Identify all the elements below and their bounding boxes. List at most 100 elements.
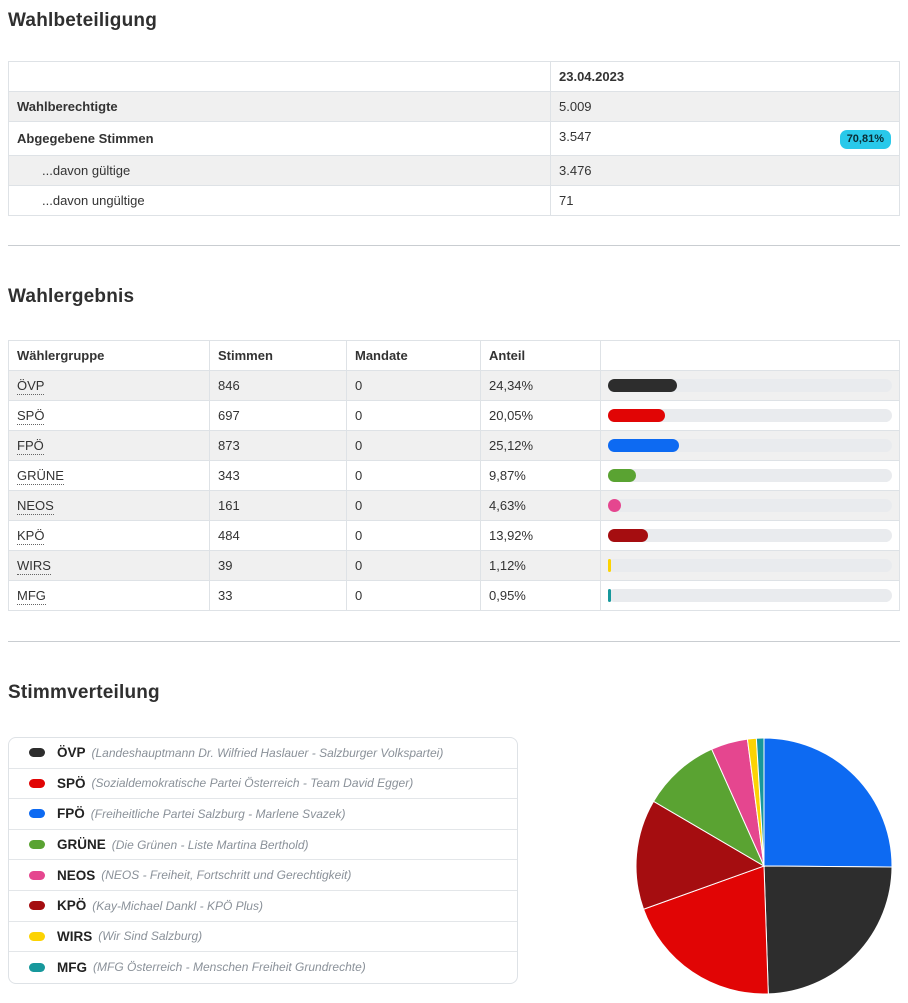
pie-chart — [635, 737, 893, 995]
legend-party-name: WIRS — [57, 928, 93, 944]
turnout-percentage-badge: 70,81% — [839, 129, 891, 149]
pie-slice-mfg — [755, 737, 765, 867]
party-abbr[interactable]: WIRS — [17, 557, 51, 575]
share-bar-track — [608, 469, 892, 482]
pie-slice-grüne — [652, 748, 766, 868]
legend-row: NEOS (NEOS - Freiheit, Fortschritt und Ge… — [9, 860, 517, 891]
turnout-row-label: Abgegebene Stimmen — [8, 121, 551, 156]
party-color-swatch-icon — [29, 809, 45, 819]
legend-party-description: (Freiheitliche Partei Salzburg - Marlene… — [90, 806, 346, 821]
share-bar-track — [608, 499, 892, 512]
pie-slice-kpö — [635, 800, 766, 910]
results-header-waehlergruppe: Wählergruppe — [8, 340, 210, 371]
turnout-row: Abgegebene Stimmen 70,81% 3.547 — [8, 121, 900, 156]
legend-party-description: (Landeshauptmann Dr. Wilfried Haslauer -… — [91, 745, 444, 760]
result-mandate-cell: 0 — [346, 430, 481, 461]
legend-party-name: GRÜNE — [57, 837, 106, 853]
result-bar-cell — [600, 550, 900, 581]
result-stimmen-cell: 697 — [209, 400, 347, 431]
result-anteil-cell: 1,12% — [480, 550, 601, 581]
share-bar-fill — [608, 529, 648, 542]
distribution-section-title: Stimmverteilung — [8, 682, 160, 703]
result-stimmen-cell: 39 — [209, 550, 347, 581]
result-mandate-cell: 0 — [346, 490, 481, 521]
turnout-row-label: ...davon gültige — [8, 155, 551, 186]
legend-party-name: ÖVP — [57, 745, 86, 761]
turnout-row: ...davon ungültige 71 — [8, 185, 900, 216]
result-mandate-cell: 0 — [346, 370, 481, 401]
party-abbr[interactable]: FPÖ — [17, 437, 44, 455]
result-row: FPÖ 873 0 25,12% — [8, 430, 900, 461]
result-anteil-cell: 13,92% — [480, 520, 601, 551]
legend-party-description: (Die Grünen - Liste Martina Berthold) — [111, 837, 309, 852]
result-anteil-cell: 20,05% — [480, 400, 601, 431]
turnout-header-row: 23.04.2023 — [8, 61, 900, 92]
results-header-mandate: Mandate — [346, 340, 481, 371]
legend-row: SPÖ (Sozialdemokratische Partei Österreic… — [9, 769, 517, 800]
legend-row: KPÖ (Kay-Michael Dankl - KPÖ Plus) — [9, 891, 517, 922]
result-anteil-cell: 9,87% — [480, 460, 601, 491]
party-color-swatch-icon — [29, 840, 45, 850]
results-header-bar-column — [600, 340, 900, 371]
result-bar-cell — [600, 520, 900, 551]
turnout-row-value: 5.009 — [550, 91, 900, 122]
result-bar-cell — [600, 460, 900, 491]
share-bar-track — [608, 589, 892, 602]
legend-party-name: MFG — [57, 959, 87, 975]
results-table: Wählergruppe Stimmen Mandate Anteil ÖVP 8… — [8, 340, 900, 611]
party-abbr[interactable]: GRÜNE — [17, 467, 64, 485]
party-color-swatch-icon — [29, 931, 45, 941]
turnout-table: 23.04.2023 Wahlberechtigte 5.009 Abgegeb… — [8, 61, 900, 216]
legend-party-name: NEOS — [57, 867, 96, 883]
party-legend-list: ÖVP (Landeshauptmann Dr. Wilfried Haslaue… — [8, 737, 518, 984]
legend-party-description: (Sozialdemokratische Partei Österreich -… — [91, 776, 414, 791]
party-abbr[interactable]: NEOS — [17, 497, 54, 515]
turnout-row-value: 71 — [550, 185, 900, 216]
result-stimmen-cell: 343 — [209, 460, 347, 491]
result-party-cell: GRÜNE — [8, 460, 210, 491]
result-bar-cell — [600, 580, 900, 611]
turnout-row-label: Wahlberechtigte — [8, 91, 551, 122]
share-bar-track — [608, 409, 892, 422]
share-bar-track — [608, 529, 892, 542]
result-bar-cell — [600, 430, 900, 461]
result-party-cell: KPÖ — [8, 520, 210, 551]
turnout-section-title: Wahlbeteiligung — [8, 10, 158, 31]
result-stimmen-cell: 873 — [209, 430, 347, 461]
result-party-cell: FPÖ — [8, 430, 210, 461]
turnout-row-label: ...davon ungültige — [8, 185, 551, 216]
legend-party-description: (MFG Österreich - Menschen Freiheit Grun… — [93, 960, 366, 975]
legend-row: FPÖ (Freiheitliche Partei Salzburg - Marl… — [9, 799, 517, 830]
result-row: KPÖ 484 0 13,92% — [8, 520, 900, 551]
party-abbr[interactable]: KPÖ — [17, 527, 45, 545]
results-section-title: Wahlergebnis — [8, 286, 135, 307]
legend-row: ÖVP (Landeshauptmann Dr. Wilfried Haslaue… — [9, 738, 517, 769]
result-row: MFG 33 0 0,95% — [8, 580, 900, 611]
result-anteil-cell: 0,95% — [480, 580, 601, 611]
result-mandate-cell: 0 — [346, 550, 481, 581]
party-color-swatch-icon — [29, 778, 45, 788]
distribution-content: ÖVP (Landeshauptmann Dr. Wilfried Haslaue… — [8, 737, 900, 995]
party-abbr[interactable]: ÖVP — [17, 377, 45, 395]
party-abbr[interactable]: MFG — [17, 587, 46, 605]
share-bar-fill — [608, 379, 678, 392]
share-bar-fill — [608, 559, 612, 572]
share-bar-track — [608, 379, 892, 392]
legend-party-description: (Kay-Michael Dankl - KPÖ Plus) — [92, 898, 263, 913]
result-mandate-cell: 0 — [346, 400, 481, 431]
party-color-swatch-icon — [29, 748, 45, 758]
result-stimmen-cell: 33 — [209, 580, 347, 611]
result-party-cell: NEOS — [8, 490, 210, 521]
legend-row: GRÜNE (Die Grünen - Liste Martina Berthol… — [9, 830, 517, 861]
party-abbr[interactable]: SPÖ — [17, 407, 45, 425]
results-header-row: Wählergruppe Stimmen Mandate Anteil — [8, 340, 900, 371]
result-party-cell: MFG — [8, 580, 210, 611]
section-divider — [8, 641, 900, 642]
turnout-header-empty-cell — [8, 61, 551, 92]
pie-slice-spö — [642, 865, 769, 995]
result-row: NEOS 161 0 4,63% — [8, 490, 900, 521]
results-header-anteil: Anteil — [480, 340, 601, 371]
legend-party-name: FPÖ — [57, 806, 85, 822]
legend-party-name: KPÖ — [57, 898, 87, 914]
result-stimmen-cell: 161 — [209, 490, 347, 521]
